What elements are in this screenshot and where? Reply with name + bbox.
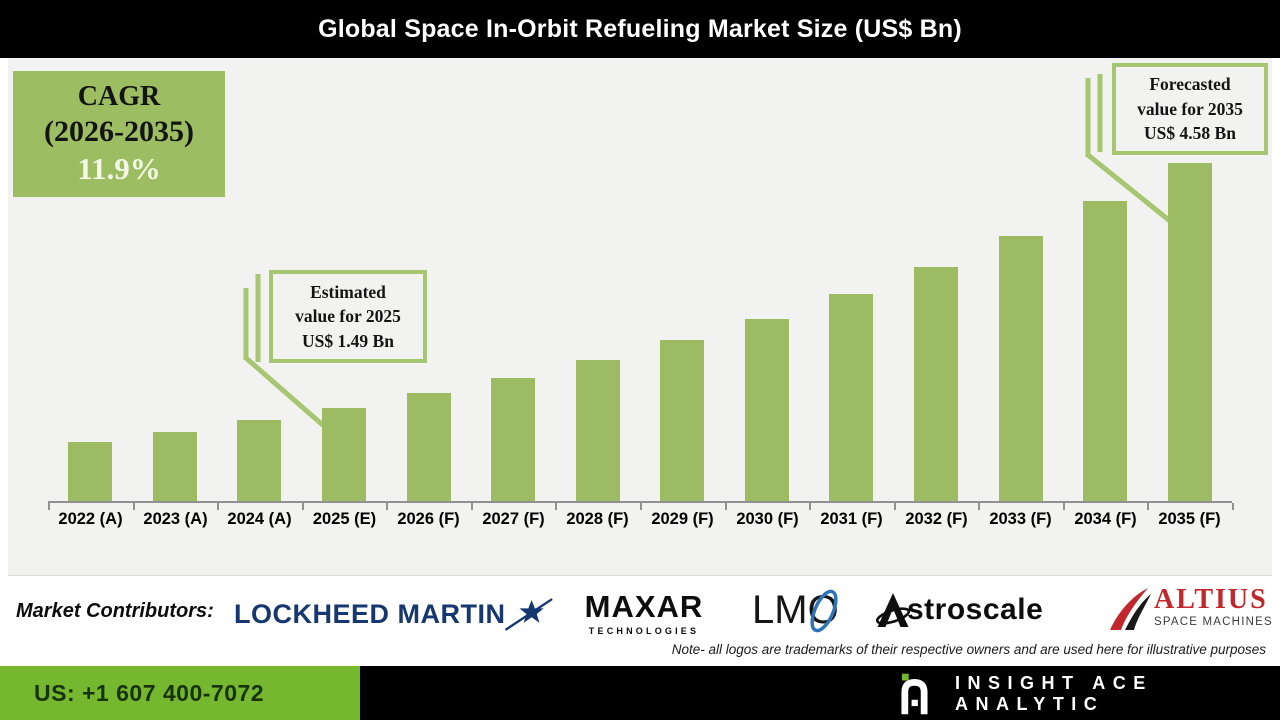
altius-text-stack: ALTIUS SPACE MACHINES [1154,584,1273,629]
bar-2034 [1083,201,1127,502]
estimated-value-callout: Estimated value for 2025 US$ 1.49 Bn [269,270,427,363]
lockheed-star-icon [504,598,553,631]
insight-ace-logo-icon [901,673,928,715]
bar-2024 [237,420,281,502]
x-axis-tick [386,503,388,510]
cagr-label: CAGR [77,80,161,112]
market-contributors-label: Market Contributors: [16,600,214,622]
bar-2027 [491,378,535,502]
x-label-2027: 2027 (F) [482,510,545,528]
forecasted-callout-line1: Forecasted [1149,74,1231,95]
maxar-wordmark: MAXAR [584,589,704,624]
x-axis-tick [1232,503,1234,510]
x-axis-tick [894,503,896,510]
lockheed-martin-logo: LOCKHEED MARTIN [234,596,554,632]
x-axis-tick [1147,503,1149,510]
estimated-callout-value: US$ 1.49 Bn [302,330,394,351]
cagr-box: CAGR (2026-2035) 11.9% [13,71,225,197]
x-label-2022: 2022 (A) [58,510,123,528]
maxar-subtext: TECHNOLOGIES [588,626,700,636]
bar-2023 [153,432,197,502]
maxar-logo: MAXAR TECHNOLOGIES [576,589,712,636]
x-axis-tick [471,503,473,510]
phone-number: US: +1 607 400-7072 [34,679,265,706]
contributors-strip: Market Contributors: LOCKHEED MARTIN MAX… [0,578,1280,666]
bar-2029 [660,340,704,502]
altius-swoosh-icon [1110,588,1151,630]
brand-block: INSIGHT ACE ANALYTIC [900,673,1280,715]
altius-subtext: SPACE MACHINES [1154,616,1273,628]
forecasted-callout-value: US$ 4.58 Bn [1144,123,1236,144]
x-axis-tick [725,503,727,510]
x-label-2028: 2028 (F) [566,510,629,528]
altius-wordmark: ALTIUS [1154,584,1268,615]
x-axis-tick [217,503,219,510]
x-label-2034: 2034 (F) [1074,510,1137,528]
page-title: Global Space In-Orbit Refueling Market S… [318,14,962,43]
lmo-orbit-icon [809,589,838,633]
forecasted-callout-line2: value for 2035 [1137,98,1243,119]
estimated-callout-line2: value for 2025 [295,306,401,327]
x-axis-tick [1063,503,1065,510]
x-axis-tick [302,503,304,510]
lockheed-martin-wordmark: LOCKHEED MARTIN [234,598,506,629]
x-label-2030: 2030 (F) [736,510,799,528]
astroscale-logo: stroscale [874,592,1043,628]
x-label-2026: 2026 (F) [397,510,460,528]
bar-2022 [68,442,112,502]
bar-2031 [829,294,873,502]
astroscale-wordmark: stroscale [907,593,1044,626]
cagr-value: 11.9% [77,151,161,187]
x-label-2031: 2031 (F) [820,510,883,528]
brand-name: INSIGHT ACE ANALYTIC [954,673,1153,714]
x-axis-tick [133,503,135,510]
altius-logo: ALTIUS SPACE MACHINES [1106,586,1273,634]
x-label-2025: 2025 (E) [312,510,377,528]
x-label-2032: 2032 (F) [905,510,968,528]
x-label-2023: 2023 (A) [143,510,208,528]
lmo-wordmark: LM [752,588,808,632]
bar-2035 [1168,163,1212,502]
x-label-2033: 2033 (F) [989,510,1052,528]
footer-bar: US: +1 607 400-7072 INSIGHT ACE ANALYTIC [0,666,1280,720]
x-axis-tick [978,503,980,510]
chart-section: CAGR (2026-2035) 11.9% Estimated value f… [0,58,1280,578]
x-axis-tick [555,503,557,510]
x-label-2024: 2024 (A) [227,510,292,528]
bar-2026 [407,393,451,502]
bar-2030 [745,319,789,502]
bar-2032 [914,267,958,502]
trademark-note: Note- all logos are trademarks of their … [671,642,1266,657]
bar-2033 [999,236,1043,502]
estimated-callout-line1: Estimated [310,281,386,302]
title-bar: Global Space In-Orbit Refueling Market S… [0,0,1280,58]
x-label-2035: 2035 (F) [1158,510,1221,528]
astroscale-a-icon [875,593,911,627]
lmo-logo: LM O [752,588,839,633]
forecasted-value-callout: Forecasted value for 2035 US$ 4.58 Bn [1112,63,1268,155]
bar-2028 [576,360,620,502]
x-axis-tick [640,503,642,510]
lmo-o-letter: O [808,588,839,633]
bar-2025 [322,408,366,502]
cagr-period: (2026-2035) [44,114,194,148]
x-axis-tick [48,503,50,510]
x-label-2029: 2029 (F) [651,510,714,528]
x-axis-line [48,501,1232,503]
x-axis-tick [809,503,811,510]
phone-box: US: +1 607 400-7072 [0,666,360,720]
